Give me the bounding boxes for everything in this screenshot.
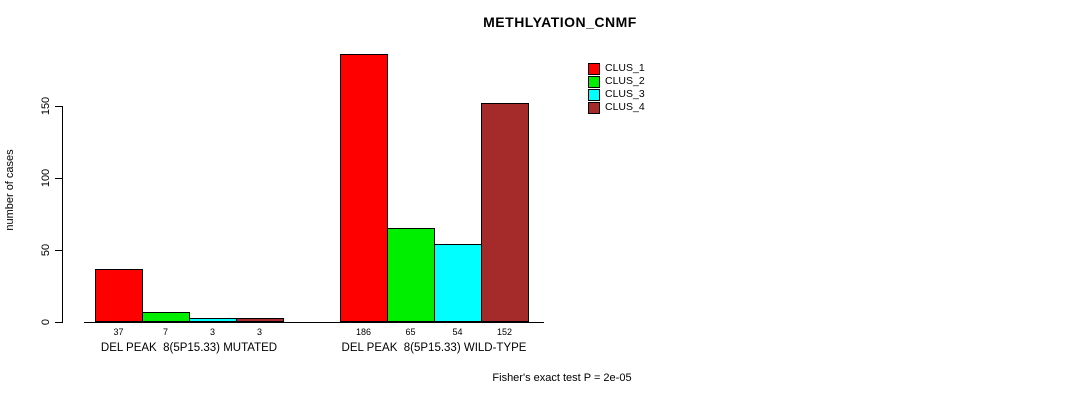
y-axis — [62, 106, 63, 323]
bar — [142, 312, 190, 322]
legend-label: CLUS_4 — [605, 101, 645, 113]
legend-swatch — [588, 62, 600, 75]
legend-item: CLUS_2 — [588, 75, 645, 88]
bar — [387, 228, 435, 322]
y-tick — [55, 106, 62, 107]
legend-label: CLUS_2 — [605, 75, 645, 87]
bar-value-label: 3 — [256, 327, 263, 337]
legend-swatch — [588, 101, 600, 114]
y-tick-label: 100 — [40, 168, 52, 188]
bar-value-label: 186 — [355, 327, 372, 337]
legend-swatch — [588, 75, 600, 88]
bar-value-label: 3 — [209, 327, 216, 337]
y-tick — [55, 178, 62, 179]
bar-value-label: 152 — [496, 327, 513, 337]
bar — [95, 269, 143, 322]
bar — [236, 318, 284, 322]
y-tick — [55, 322, 62, 323]
bar — [340, 54, 388, 322]
y-tick-label: 0 — [40, 318, 52, 326]
y-tick-label: 50 — [40, 243, 52, 257]
bar — [434, 244, 482, 322]
bar-value-label: 7 — [162, 327, 169, 337]
legend-swatch — [588, 88, 600, 101]
y-tick-label: 150 — [40, 96, 52, 116]
group-label: DEL PEAK 8(5P15.33) MUTATED — [100, 342, 278, 354]
chart-title: METHLYATION_CNMF — [483, 14, 637, 30]
legend-item: CLUS_1 — [588, 62, 645, 75]
legend-label: CLUS_3 — [605, 88, 645, 100]
legend-item: CLUS_4 — [588, 101, 645, 114]
legend-label: CLUS_1 — [605, 62, 645, 74]
annotation-text: Fisher's exact test P = 2e-05 — [492, 372, 632, 384]
bar-value-label: 65 — [405, 327, 416, 337]
legend-item: CLUS_3 — [588, 88, 645, 101]
bar — [481, 103, 529, 322]
x-axis-baseline — [84, 322, 544, 323]
group-label: DEL PEAK 8(5P15.33) WILD-TYPE — [341, 342, 527, 354]
y-axis-label: number of cases — [4, 149, 16, 231]
y-tick — [55, 250, 62, 251]
bar-value-label: 54 — [452, 327, 463, 337]
bar-value-label: 37 — [113, 327, 124, 337]
bar — [189, 318, 237, 322]
